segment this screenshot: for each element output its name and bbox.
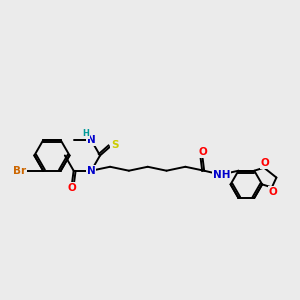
Text: H: H — [83, 129, 89, 138]
Text: S: S — [111, 140, 119, 150]
Text: N: N — [87, 135, 96, 145]
Text: O: O — [198, 148, 207, 158]
Text: O: O — [68, 183, 76, 193]
Text: N: N — [87, 166, 96, 176]
Text: Br: Br — [13, 166, 26, 176]
Text: O: O — [261, 158, 270, 168]
Text: NH: NH — [213, 170, 230, 180]
Text: O: O — [269, 187, 278, 197]
